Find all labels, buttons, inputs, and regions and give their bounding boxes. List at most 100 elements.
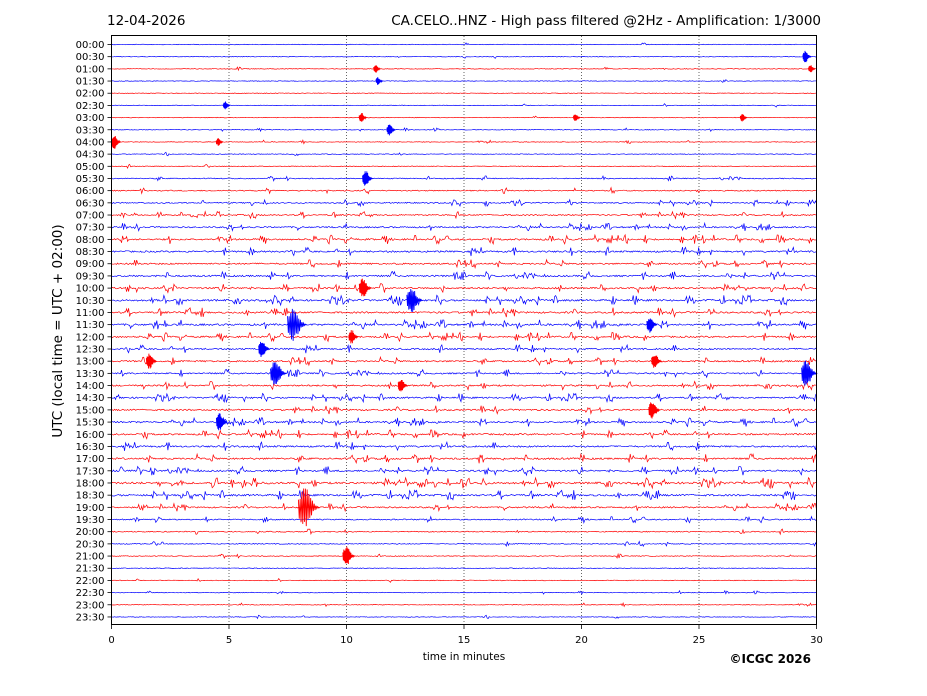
trace-row	[111, 502, 817, 513]
event-burst	[145, 353, 157, 369]
trace-row	[111, 528, 817, 536]
event-burst	[739, 114, 748, 122]
y-tick-label: 05:30	[76, 174, 105, 185]
y-tick-label: 23:00	[76, 600, 105, 611]
trace-row	[111, 392, 817, 404]
grid-lines	[228, 36, 700, 624]
y-tick-label: 09:30	[76, 271, 105, 282]
y-tick-label: 01:00	[76, 64, 105, 75]
trace-row	[111, 221, 817, 232]
y-tick-label: 03:00	[76, 113, 105, 124]
y-tick-label: 20:00	[76, 527, 105, 538]
x-axis-label: time in minutes	[423, 651, 505, 663]
y-tick-label: 08:00	[76, 235, 105, 246]
trace-row	[111, 92, 817, 94]
x-tick-label: 20	[575, 635, 588, 646]
event-burst	[287, 308, 308, 341]
trace-row	[111, 441, 817, 452]
y-tick-label: 14:00	[76, 381, 105, 392]
trace-row	[111, 465, 817, 477]
y-tick-label: 16:30	[76, 442, 105, 453]
trace-row	[111, 343, 817, 354]
trace-row	[111, 66, 817, 72]
event-burst	[386, 124, 396, 136]
y-tick-label: 15:00	[76, 405, 105, 416]
trace-row	[111, 307, 817, 319]
y-tick-label: 06:30	[76, 198, 105, 209]
event-burst	[802, 50, 812, 63]
trace-row	[111, 452, 817, 465]
y-tick-label: 21:00	[76, 552, 105, 563]
y-tick-label: 21:30	[76, 564, 105, 575]
event-burst	[342, 546, 356, 564]
event-burst	[358, 112, 367, 122]
y-tick-label: 19:00	[76, 503, 105, 514]
trace-row	[111, 428, 817, 440]
y-tick-label: 23:30	[76, 612, 105, 623]
event-burst	[270, 362, 287, 385]
trace-row	[111, 380, 817, 391]
trace-row	[111, 270, 817, 281]
event-burst	[222, 101, 231, 110]
y-tick-label: 14:30	[76, 393, 105, 404]
y-tick-label: 15:30	[76, 418, 105, 429]
y-tick-label: 18:30	[76, 491, 105, 502]
trace-rows	[111, 42, 817, 620]
trace-row	[111, 198, 817, 208]
trace-row	[111, 258, 817, 269]
trace-row	[111, 552, 817, 560]
y-tick-label: 17:00	[76, 454, 105, 465]
trace-row	[111, 103, 817, 108]
x-tick-labels: 0 5 10 15 20 25 30	[108, 624, 823, 646]
event-burst	[406, 288, 423, 312]
y-tick-label: 05:00	[76, 162, 105, 173]
trace-row	[111, 163, 817, 169]
y-tick-label: 10:30	[76, 296, 105, 307]
trace-row	[111, 577, 817, 583]
trace-row	[111, 540, 817, 547]
x-tick-label: 30	[810, 635, 823, 646]
y-tick-label: 11:00	[76, 308, 105, 319]
trace-row	[111, 42, 817, 46]
y-axis-label: UTC (local time = UTC + 02:00)	[50, 224, 66, 437]
trace-row	[111, 294, 817, 307]
y-tick-label: 01:30	[76, 77, 105, 88]
event-burst	[215, 138, 224, 146]
trace-row	[111, 79, 817, 83]
event-bursts	[111, 50, 818, 564]
trace-row	[111, 115, 817, 119]
y-tick-label: 06:00	[76, 186, 105, 197]
y-tick-label: 13:00	[76, 357, 105, 368]
trace-row	[111, 331, 817, 343]
trace-row	[111, 515, 817, 525]
trace-row	[111, 246, 817, 257]
trace-row	[111, 416, 817, 428]
y-tick-label: 19:30	[76, 515, 105, 526]
y-tick-label: 17:30	[76, 466, 105, 477]
event-burst	[646, 318, 658, 333]
y-tick-label: 11:30	[76, 320, 105, 331]
event-burst	[801, 360, 818, 386]
y-tick-label: 00:00	[76, 40, 105, 51]
trace-row	[111, 151, 817, 157]
y-tick-label: 03:30	[76, 125, 105, 136]
event-burst	[358, 278, 372, 297]
y-tick-label: 22:30	[76, 588, 105, 599]
chart-title: CA.CELO..HNZ - High pass filtered @2Hz -…	[391, 13, 821, 29]
y-tick-label: 02:00	[76, 89, 105, 100]
trace-row	[111, 567, 817, 569]
y-tick-label: 08:30	[76, 247, 105, 258]
trace-row	[111, 233, 817, 246]
event-burst	[362, 171, 374, 186]
y-tick-label: 12:30	[76, 345, 105, 356]
x-tick-label: 15	[458, 635, 471, 646]
event-burst	[808, 65, 816, 73]
y-tick-label: 12:00	[76, 332, 105, 343]
trace-row	[111, 175, 817, 182]
y-tick-label: 13:30	[76, 369, 105, 380]
trace-row	[111, 283, 817, 294]
event-burst	[348, 330, 359, 344]
trace-row	[111, 602, 817, 608]
